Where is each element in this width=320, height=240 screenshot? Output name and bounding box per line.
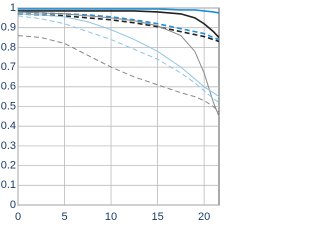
x-tick-label: 15: [151, 211, 163, 223]
series-line: [17, 35, 220, 113]
series-line: [17, 13, 220, 98]
x-tick-label: 20: [198, 211, 210, 223]
y-tick-label: 0.8: [1, 41, 16, 53]
series-line: [17, 13, 220, 43]
x-tick-label: 0: [15, 211, 21, 223]
y-tick-label: 0.5: [1, 100, 16, 112]
page: {"chart_data": {"type": "line", "x": [0,…: [0, 1, 220, 223]
y-tick-label: 0.9: [1, 22, 16, 34]
series-line: [17, 11, 220, 117]
x-tick-label: 5: [61, 211, 67, 223]
series-line: [18, 10, 220, 39]
y-tick-label: 0.2: [1, 160, 16, 172]
y-tick-label: 0.6: [1, 81, 16, 93]
series-line: [17, 15, 220, 103]
chart: 00.10.20.30.40.50.60.70.80.910 5 10 15 20: [1, 2, 220, 223]
y-tick-label: 0.4: [1, 120, 16, 132]
y-tick-label: 0.3: [1, 140, 16, 152]
y-tick-label: 1: [10, 2, 16, 14]
y-tick-label: 0: [10, 199, 16, 211]
x-tick-label: 10: [105, 211, 117, 223]
series-line: [18, 8, 220, 14]
y-tick-label: 0.1: [1, 179, 16, 191]
y-tick-label: 0.7: [1, 61, 16, 73]
